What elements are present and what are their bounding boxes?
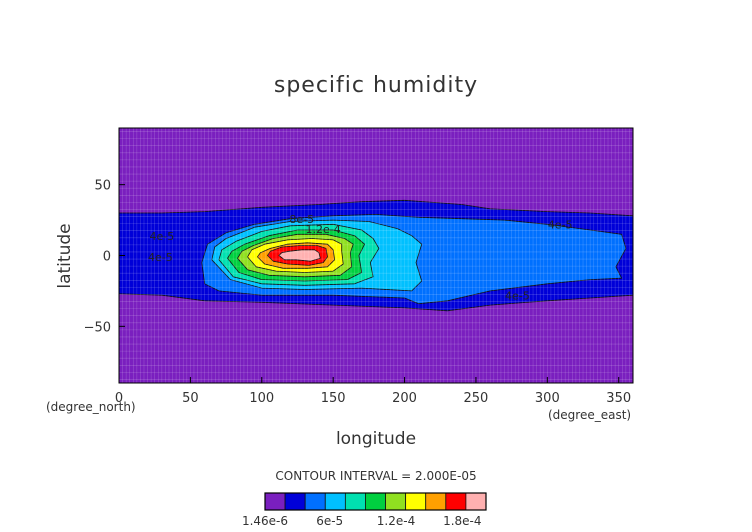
colorbar-swatch <box>264 492 286 511</box>
contour-label: 4e-5 <box>148 251 173 264</box>
colorbar-swatch <box>284 492 306 511</box>
colorbar-tick-label: 1.46e-6 <box>242 514 288 528</box>
x-tick-label: 250 <box>464 391 489 406</box>
chart-title: specific humidity <box>274 73 478 98</box>
colorbar-swatch <box>445 492 467 511</box>
y-tick-label: 0 <box>103 250 111 265</box>
x-tick-label: 100 <box>249 391 274 406</box>
contour-label: 4e-5 <box>548 219 573 232</box>
x-tick-label: 0 <box>115 391 123 406</box>
contour-region-10 <box>278 249 321 262</box>
contour-label: 1.2e-4 <box>306 223 341 236</box>
y-tick-label: −50 <box>84 320 111 335</box>
colorbar-frame <box>264 492 487 511</box>
grid-layer <box>119 128 633 383</box>
colorbar-swatch <box>425 492 447 511</box>
x-axis-unit: (degree_east) <box>548 408 631 422</box>
colorbar-swatch <box>344 492 366 511</box>
y-axis-unit: (degree_north) <box>46 400 136 414</box>
colorbar <box>264 492 487 511</box>
x-tick-label: 150 <box>321 391 346 406</box>
colorbar-swatch <box>324 492 346 511</box>
contour-label: 4e-5 <box>505 289 530 302</box>
x-axis-label: longitude <box>336 429 416 449</box>
colorbar-tick-label: 6e-5 <box>316 514 343 528</box>
colorbar-tick-label: 1.8e-4 <box>443 514 481 528</box>
colorbar-ticks: 1.46e-6 6e-5 1.2e-4 1.8e-4 <box>242 514 482 528</box>
colorbar-swatch <box>405 492 427 511</box>
colorbar-tick-label: 1.2e-4 <box>377 514 415 528</box>
contour-label: 8e-5 <box>289 213 314 226</box>
contour-label: 4e-5 <box>149 230 174 243</box>
contour-labels: 8e-51.2e-4 4e-5 4e-5 4e-5 4e-5 <box>148 213 573 302</box>
contour-interval-label: CONTOUR INTERVAL = 2.000E-05 <box>275 469 476 483</box>
x-axis-ticks: 0 50 100 150 200 250 300 350 <box>115 377 631 406</box>
y-axis-ticks: 50 0 −50 <box>84 179 125 335</box>
colorbar-swatch <box>385 492 407 511</box>
colorbar-swatch <box>365 492 386 511</box>
x-tick-label: 200 <box>392 391 417 406</box>
plot-area <box>119 128 633 383</box>
x-tick-label: 300 <box>535 391 560 406</box>
y-axis-label: latitude <box>55 223 75 288</box>
y-tick-label: 50 <box>94 179 111 194</box>
x-tick-label: 350 <box>606 391 631 406</box>
colorbar-swatch <box>465 492 487 511</box>
colorbar-swatch <box>304 492 326 511</box>
x-tick-label: 50 <box>182 391 199 406</box>
